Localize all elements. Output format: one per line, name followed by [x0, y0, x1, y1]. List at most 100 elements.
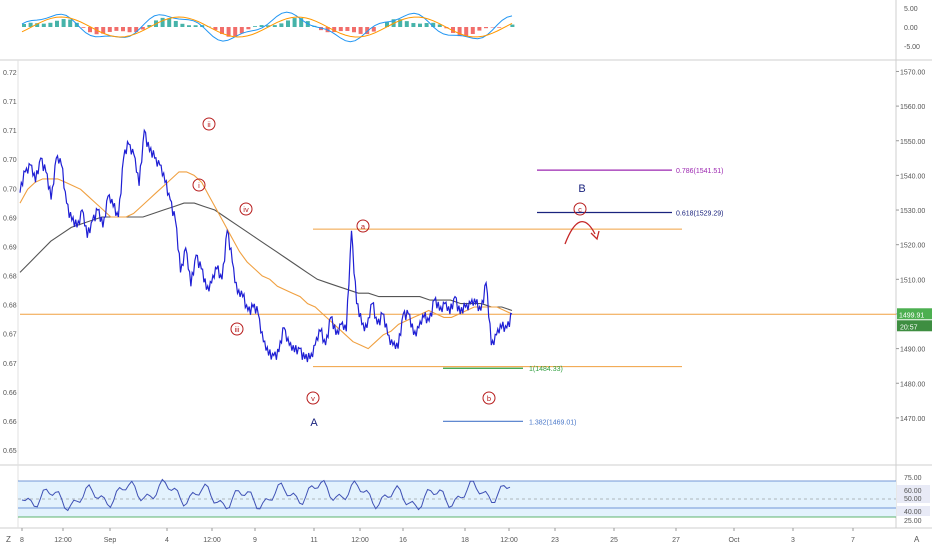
right-tick-label: 1570.00: [900, 69, 925, 76]
macd-histogram-bar: [259, 25, 264, 27]
wave-label-text: c: [578, 205, 582, 214]
left-tick-label: 0.68: [3, 274, 17, 281]
macd-histogram-bar: [338, 27, 343, 32]
macd-histogram-bar: [266, 25, 271, 27]
macd-histogram-bar: [74, 22, 79, 27]
x-tick-label: 16: [399, 537, 407, 544]
rsi-tick-label: 60.00: [904, 488, 922, 495]
macd-tick-label: 0.00: [904, 25, 918, 32]
macd-histogram-bar: [352, 27, 356, 33]
macd-histogram-bar: [299, 18, 304, 27]
fib-level-label: 1(1484.33): [529, 366, 563, 373]
macd-histogram-bar: [457, 27, 462, 37]
macd-histogram-bar: [22, 24, 26, 27]
macd-histogram-bar: [451, 27, 455, 33]
macd-histogram-bar: [35, 23, 40, 27]
macd-histogram-bar: [272, 25, 277, 27]
macd-histogram-bar: [121, 27, 125, 32]
macd-histogram-bar: [167, 18, 172, 27]
current-price-label: 1499.91: [899, 312, 924, 319]
wave-label-text: iii: [235, 325, 240, 334]
x-tick-label: Oct: [729, 537, 740, 544]
macd-histogram-bar: [41, 23, 46, 27]
macd-histogram-bar: [477, 27, 482, 31]
macd-histogram-bar: [48, 22, 53, 27]
macd-histogram-bar: [371, 27, 376, 32]
rsi-tick-label: 75.00: [904, 475, 922, 482]
projection-arrowhead: [590, 230, 600, 241]
macd-line: [21, 11, 513, 43]
rsi-tick-label: 40.00: [904, 509, 922, 516]
price-series-line[interactable]: [19, 128, 513, 363]
macd-histogram-bar: [319, 27, 323, 31]
left-tick-label: 0.66: [3, 419, 17, 426]
wave-label-circle: [230, 322, 244, 336]
x-tick-label: Sep: [104, 537, 117, 544]
macd-histogram-bar: [404, 21, 409, 27]
macd-histogram-bar: [497, 27, 502, 28]
right-tick-label: 1550.00: [900, 139, 925, 146]
left-tick-label: 0.65: [3, 448, 17, 455]
x-tick-label: 12:00: [54, 537, 72, 544]
right-tick-label: 1470.00: [900, 416, 925, 423]
macd-histogram-bar: [101, 27, 106, 34]
time-axis[interactable]: 8 12:00 Sep 4 12:00 9 11 12:00 16 18 12:00 23 25 27 Oc…: [20, 528, 855, 544]
macd-histogram-bar: [226, 27, 231, 37]
wave-label-circle: [356, 219, 370, 233]
right-tick-label: 1480.00: [900, 381, 925, 388]
macd-tick-label: 5.00: [904, 6, 918, 13]
rsi-tick-label: 50.00: [904, 496, 922, 503]
right-tick-label: 1540.00: [900, 173, 925, 180]
left-tick-label: 0.66: [3, 390, 17, 397]
wave-label-circle: [573, 202, 587, 216]
macd-histogram-bar: [431, 22, 436, 27]
fib-level-label: 1.382(1469.01): [529, 419, 576, 426]
wave-label-text: iv: [243, 205, 249, 214]
ma-fast-line: [19, 171, 513, 350]
rsi-tick-bg: [897, 485, 930, 495]
x-tick-label: 18: [461, 537, 469, 544]
x-tick-label: 3: [791, 537, 795, 544]
x-tick-label: 12:00: [203, 537, 221, 544]
macd-histogram-bar: [28, 22, 33, 27]
wave-label-circle: [482, 391, 496, 405]
macd-histogram-bar: [61, 19, 66, 27]
macd-histogram-bar: [88, 27, 92, 33]
countdown-label: 20:57: [900, 324, 918, 331]
macd-histogram-bar: [213, 27, 218, 30]
macd-histogram-bar: [345, 27, 350, 31]
macd-histogram-bar: [484, 27, 488, 29]
macd-panel[interactable]: 5.00 0.00 -5.00: [21, 6, 920, 51]
price-panel[interactable]: 1570.00 1560.00 1550.00 1540.00 1530.00 1520.…: [3, 69, 932, 455]
left-tick-label: 0.67: [3, 332, 17, 339]
wave-label-text: a: [361, 222, 366, 231]
macd-histogram-bar: [398, 19, 403, 27]
left-tick-label: 0.69: [3, 244, 17, 251]
macd-histogram-bar: [510, 24, 515, 27]
macd-histogram-bar: [490, 27, 495, 28]
macd-histogram-bar: [193, 25, 198, 27]
corner-right-label: A: [914, 535, 920, 544]
macd-histogram-bar: [127, 27, 132, 33]
macd-histogram-bar: [279, 23, 284, 27]
macd-signal-line: [21, 16, 513, 38]
macd-tick-label: -5.00: [904, 44, 920, 51]
macd-histogram-bar: [180, 23, 185, 27]
x-tick-label: 27: [672, 537, 680, 544]
left-tick-label: 0.70: [3, 186, 17, 193]
x-tick-label: 8: [20, 537, 24, 544]
macd-histogram-bar: [470, 27, 475, 34]
x-tick-label: 7: [851, 537, 855, 544]
macd-histogram-bar: [253, 26, 257, 27]
macd-histogram-bar: [187, 25, 191, 27]
macd-histogram-bar: [292, 18, 297, 27]
macd-histogram-bar: [55, 20, 59, 27]
left-tick-label: 0.69: [3, 215, 17, 222]
wave-label-circle: [306, 391, 320, 405]
macd-histogram-bar: [424, 23, 429, 27]
macd-histogram-bar: [147, 25, 152, 27]
macd-histogram-bar: [68, 19, 73, 27]
